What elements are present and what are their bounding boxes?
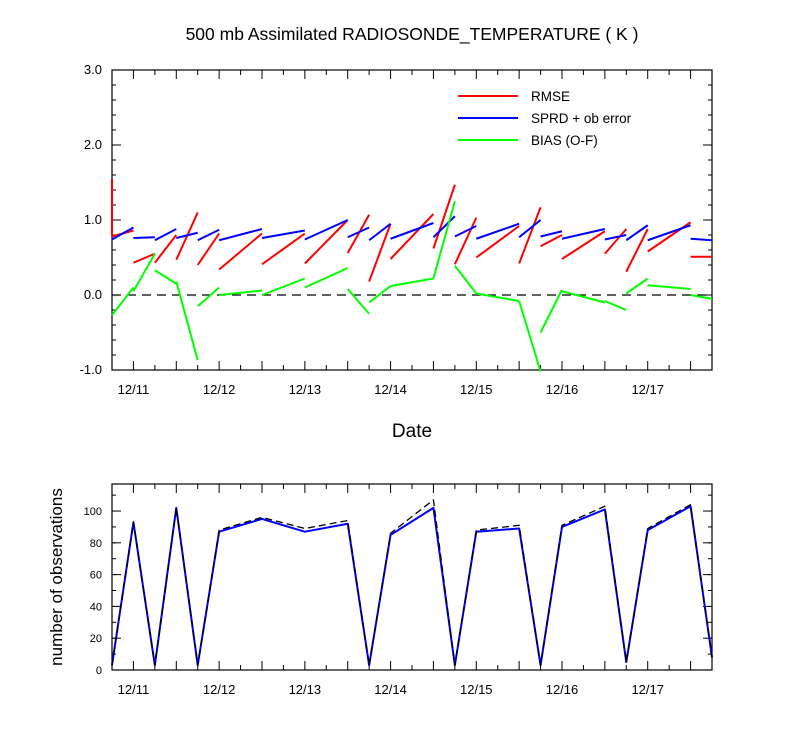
series-1-segment [368,222,392,242]
series-1-segment [432,215,456,238]
x-tick-label: 12/11 [118,682,150,697]
series-2-segment [604,300,627,311]
series-1-segment [197,228,220,242]
y-tick-label: 40 [90,601,102,613]
series-1-segment [454,225,477,238]
y-tick-label: 3.0 [84,62,102,77]
series-0-line [111,505,713,667]
x-tick-label: 12/11 [118,382,150,397]
series-1-segment [347,226,370,239]
series-0-segment [453,217,478,265]
series-0-segment [475,225,520,259]
x-tick-label: 12/14 [374,682,407,697]
series-1-line [111,499,713,666]
series-1-segment [625,224,649,242]
legend-label: SPRD + ob error [531,111,632,126]
series-2-segment [432,200,456,279]
legend-label: BIAS (O-F) [531,133,598,148]
y-tick-label: 1.0 [84,212,102,227]
series-0-segment [368,223,392,282]
series-1-segment [540,230,563,238]
series-1-segment [390,222,434,240]
x-tick-label: 12/17 [631,682,664,697]
series-2-segment [197,286,220,308]
series-0-segment [261,232,306,266]
series-1-segment [518,219,542,239]
series-2-segment [561,290,606,304]
series-0-segment [304,219,349,265]
series-2-segment [219,289,263,296]
y-tick-label: 100 [84,506,102,518]
series-1-segment [647,224,691,242]
x-tick-label: 12/14 [374,382,407,397]
series-2-segment [690,294,713,300]
series-1-segment [604,234,627,241]
y-tick-label: 80 [90,538,102,550]
series-2-segment [132,253,156,292]
series-2-segment [647,284,691,290]
x-tick-label: 12/15 [460,382,493,397]
series-1-segment [133,236,155,239]
y-tick-label: 0 [96,665,102,677]
series-2-segment [154,269,177,285]
series-1-segment [690,237,713,242]
x-tick-label: 12/17 [631,382,664,397]
series-2-segment [476,292,520,302]
series-2-segment [368,285,392,304]
top-chart: 12/11 12/12 12/13 12/14 12/15 12/16 12/17 -1.0 0… [80,62,713,397]
y-tick-label: 0.0 [84,287,102,302]
series-1-segment [261,229,306,239]
x-tick-label: 12/13 [289,682,322,697]
series-0-segment [561,230,606,260]
series-1-segment [176,231,198,239]
series-0-segment [389,213,435,260]
series-2-segment [390,277,434,287]
series-1-segment [561,228,606,240]
y-tick-label: 60 [90,570,102,582]
x-tick-label: 12/12 [203,682,236,697]
series-2-segment [346,288,370,315]
series-2-segment [454,265,478,295]
series-0-segment [133,252,156,264]
x-axis-label: Date [392,421,432,442]
series-2-segment [175,281,199,361]
x-tick-label: 12/12 [203,382,236,397]
bottom-chart: 12/11 12/12 12/13 12/14 12/15 12/16 12/17 0 20 40… [84,483,713,697]
y-tick-label: -1.0 [80,362,102,377]
series-2-segment [625,277,649,295]
series-0-segment [196,232,220,266]
y-axis-label: number of observations [47,488,66,666]
series-2-segment [518,300,542,372]
series-0-segment [154,234,178,264]
chart-title: 500 mb Assimilated RADIOSONDE_TEMPERATUR… [186,24,639,45]
series-0-segment [540,234,563,248]
series-0-segment [518,206,542,264]
x-tick-label: 12/13 [289,382,322,397]
x-tick-label: 12/16 [546,682,579,697]
series-2-segment [539,289,563,333]
series-0-segment [346,214,371,254]
series-1-segment [218,228,263,242]
x-tick-label: 12/16 [546,382,579,397]
series-2-segment [261,277,306,296]
series-1-segment [111,226,134,241]
x-tick-label: 12/15 [460,682,493,697]
legend-label: RMSE [531,89,570,104]
series-1-segment [475,222,520,240]
series-2-segment [111,286,135,316]
series-1-segment [154,228,177,242]
series-0-segment [218,232,263,271]
series-1-segment [304,219,349,241]
y-tick-label: 2.0 [84,137,102,152]
y-tick-label: 20 [90,633,102,645]
series-2-segment [304,267,349,289]
series-0-segment [432,184,456,249]
series-0-segment [625,228,649,273]
series-0-segment [604,228,628,255]
